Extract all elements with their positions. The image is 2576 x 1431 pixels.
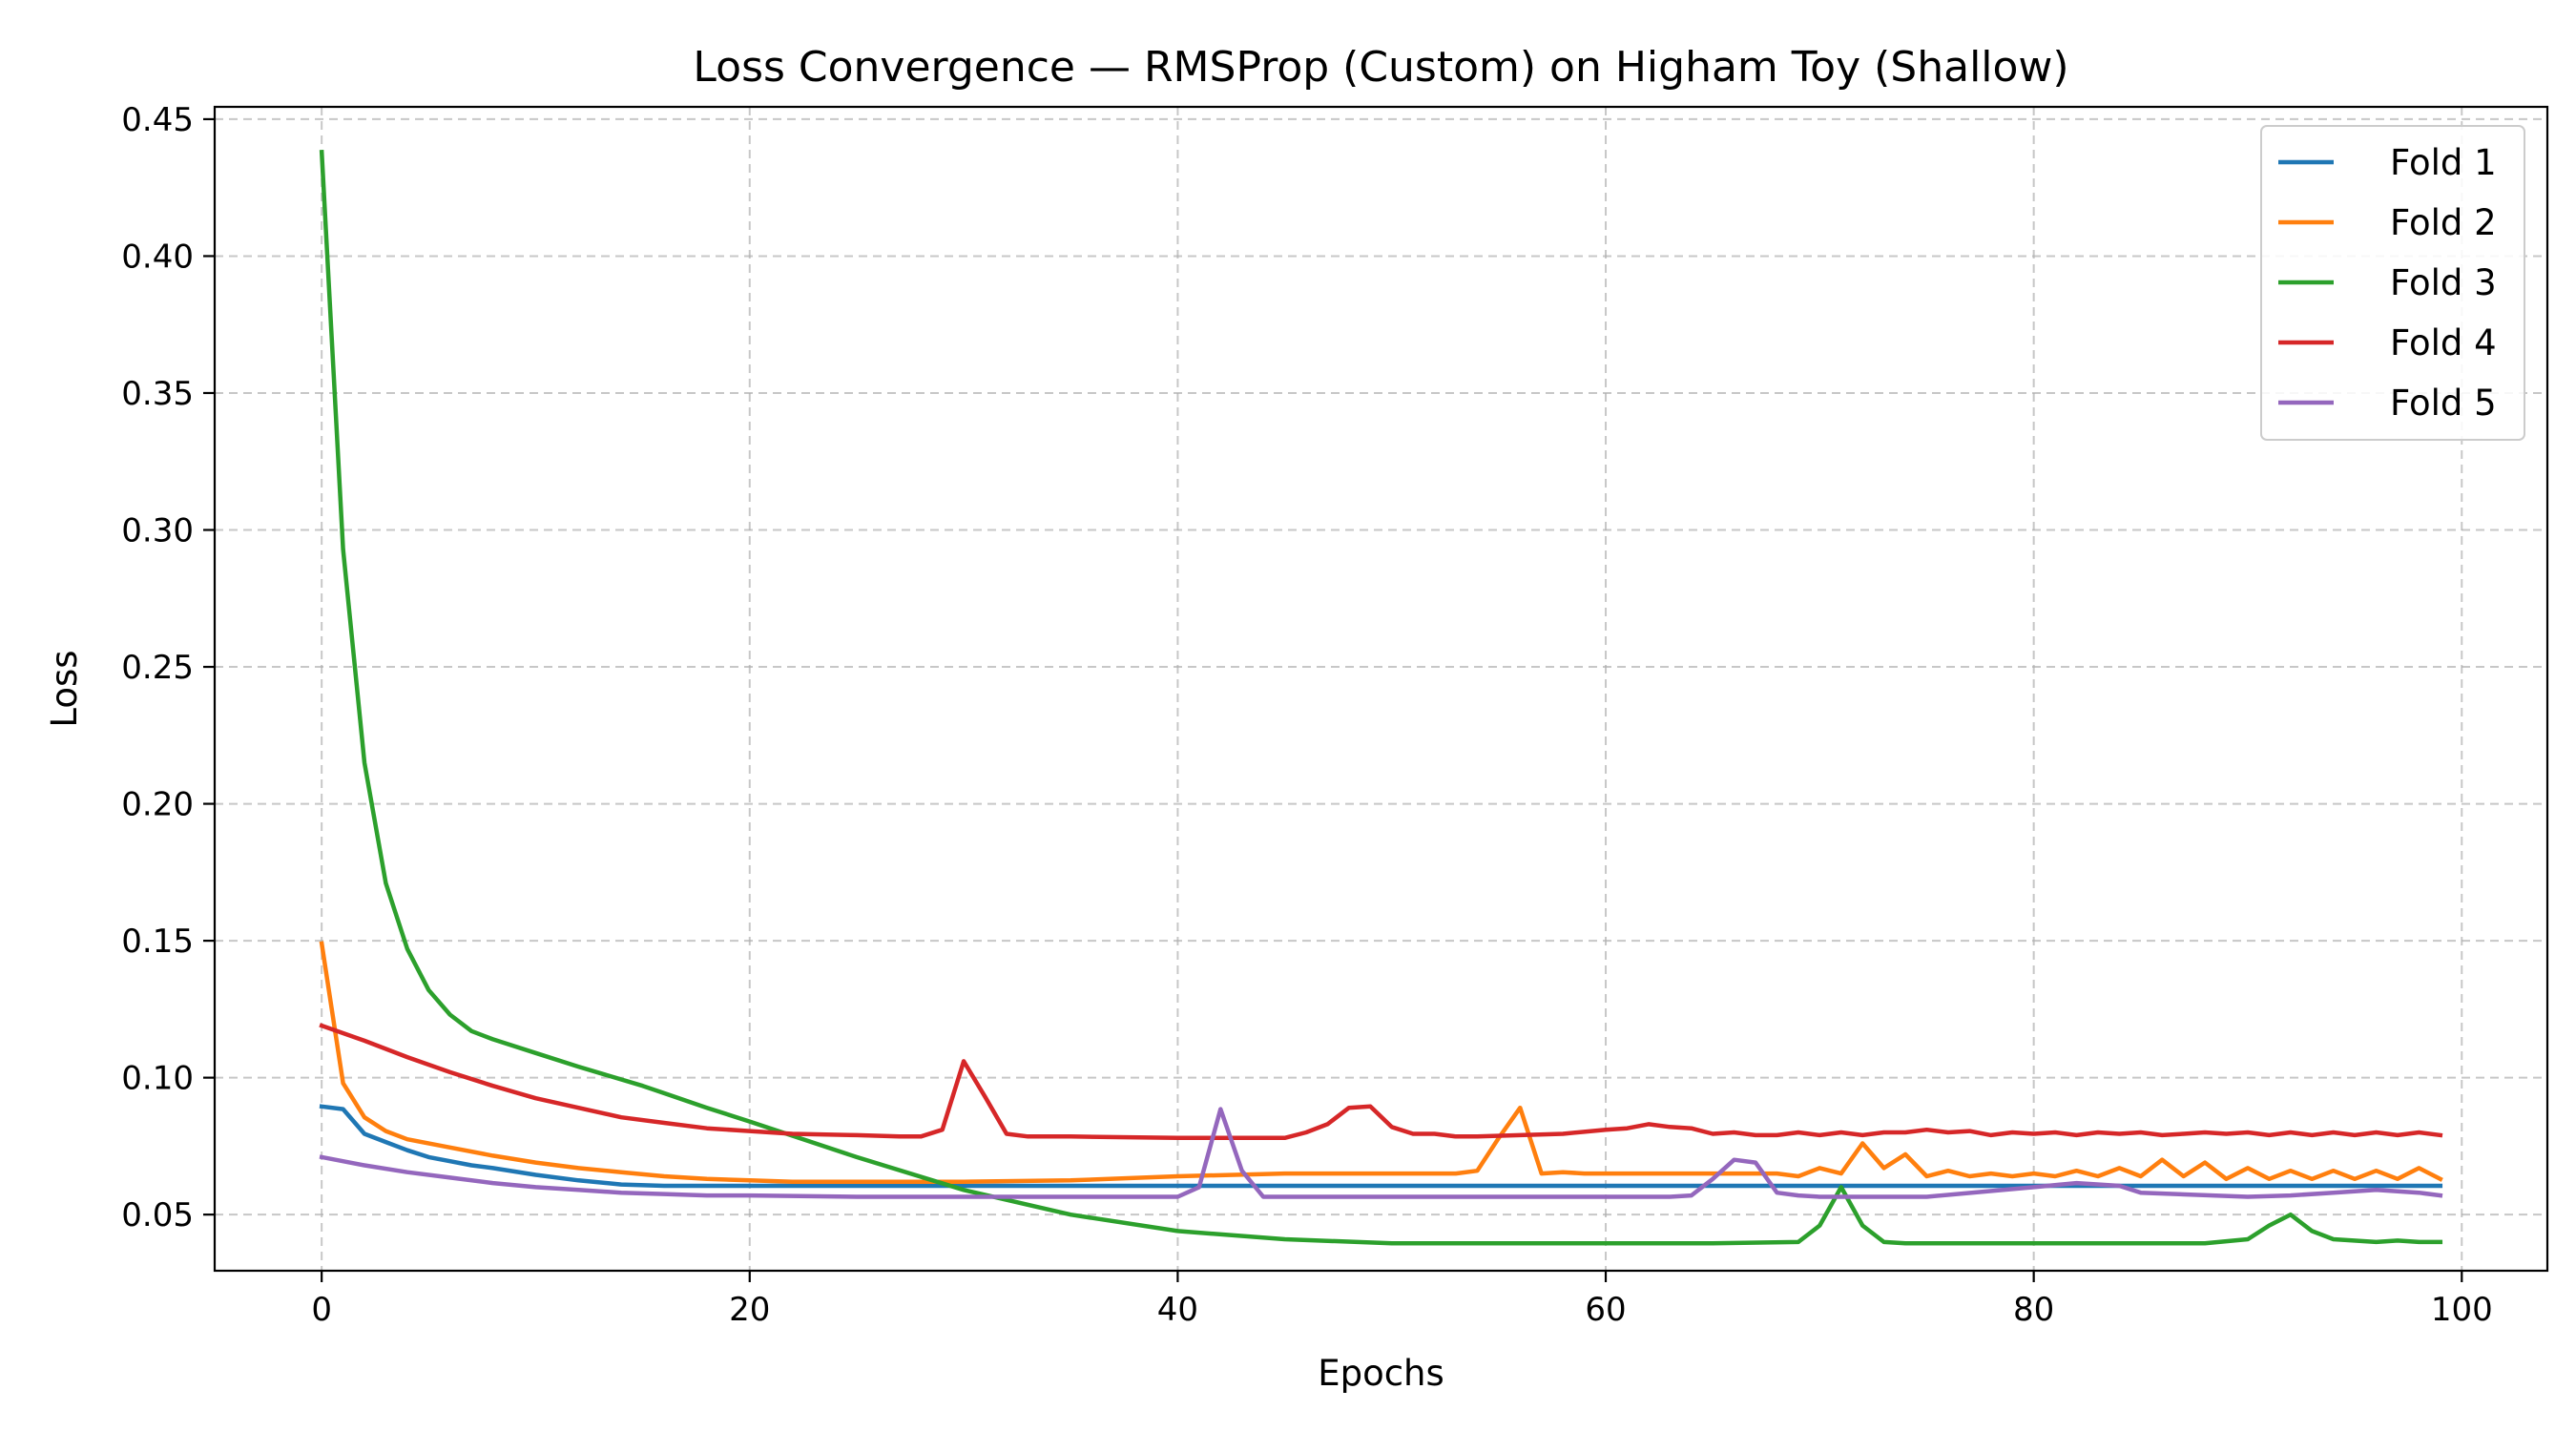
y-tick-label: 0.25 (121, 649, 194, 687)
x-tick-label: 40 (1157, 1291, 1198, 1329)
legend-label-fold-2: Fold 2 (2390, 202, 2497, 243)
series-line-fold-4 (319, 1023, 2443, 1141)
x-tick-label: 60 (1585, 1291, 1626, 1329)
legend-label-fold-1: Fold 1 (2390, 142, 2497, 183)
axis-ticks: 0 20 40 60 80 100 0.05 0.10 0.15 0.20 0.25 0.30 0.35… (121, 101, 2492, 1329)
x-tick-label: 20 (729, 1291, 770, 1329)
x-tick-label: 80 (2013, 1291, 2054, 1329)
y-tick-label: 0.40 (121, 238, 194, 276)
y-tick-label: 0.15 (121, 923, 194, 961)
y-tick-label: 0.35 (121, 375, 194, 413)
legend: Fold 1 Fold 2 Fold 3 Fold 4 Fold 5 (2260, 125, 2525, 441)
y-tick-label: 0.30 (121, 512, 194, 550)
plot-area-frame (213, 105, 2549, 1273)
series-line-fold-5 (319, 1107, 2443, 1199)
y-tick-label: 0.45 (121, 101, 194, 139)
series-lines (319, 150, 2443, 1246)
legend-label-fold-5: Fold 5 (2390, 383, 2497, 424)
x-tick-label: 100 (2431, 1291, 2493, 1329)
y-tick-label: 0.10 (121, 1060, 194, 1098)
grid (215, 107, 2547, 1271)
series-line-fold-1 (319, 1104, 2443, 1189)
y-tick-label: 0.05 (121, 1196, 194, 1234)
series-line-fold-2 (319, 941, 2443, 1184)
legend-box (2260, 125, 2525, 441)
y-tick-label: 0.20 (121, 786, 194, 824)
legend-label-fold-3: Fold 3 (2390, 262, 2497, 303)
x-tick-label: 0 (311, 1291, 332, 1329)
legend-label-fold-4: Fold 4 (2390, 322, 2497, 363)
x-axis-label: Epochs (1318, 1353, 1444, 1394)
series-line-fold-3 (319, 150, 2443, 1246)
chart-title: Loss Convergence — RMSProp (Custom) on H… (693, 43, 2068, 92)
y-axis-label: Loss (44, 650, 85, 727)
